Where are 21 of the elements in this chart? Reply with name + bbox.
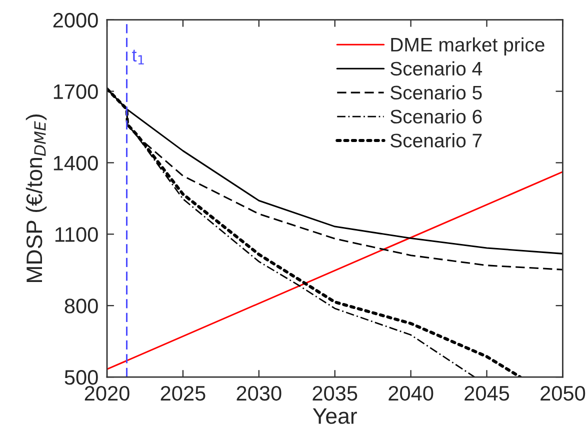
x-tick-label: 2045 (464, 386, 510, 401)
y-axis-title: MDSP (€/ton$_{DME}$) (26, 114, 47, 282)
x-tick-label: 2030 (236, 386, 282, 401)
y-tick-label: 1700 (54, 84, 98, 100)
x-tick-label: 2035 (312, 386, 358, 401)
y-tick-label: 1400 (54, 156, 98, 170)
legend-label: Scenario 4 (390, 61, 482, 76)
y-tick-label: 1100 (55, 227, 98, 242)
legend-label: DME market price (391, 37, 544, 56)
x-tick-label: 2040 (388, 386, 434, 401)
y-tick-label: 500 (64, 370, 98, 385)
ref-line-label: t$_{1}$ (132, 50, 144, 64)
legend-label: Scenario 7 (390, 133, 482, 148)
x-tick-label: 2025 (160, 386, 206, 401)
y-tick-label: 2000 (53, 12, 98, 28)
x-tick-label: 2050 (540, 386, 586, 401)
legend-label: Scenario 5 (390, 85, 482, 100)
x-tick-label: 2020 (84, 386, 130, 401)
y-tick-label: 800 (64, 298, 98, 314)
legend-label: Scenario 6 (390, 109, 482, 124)
x-axis-title: Year (312, 408, 357, 424)
